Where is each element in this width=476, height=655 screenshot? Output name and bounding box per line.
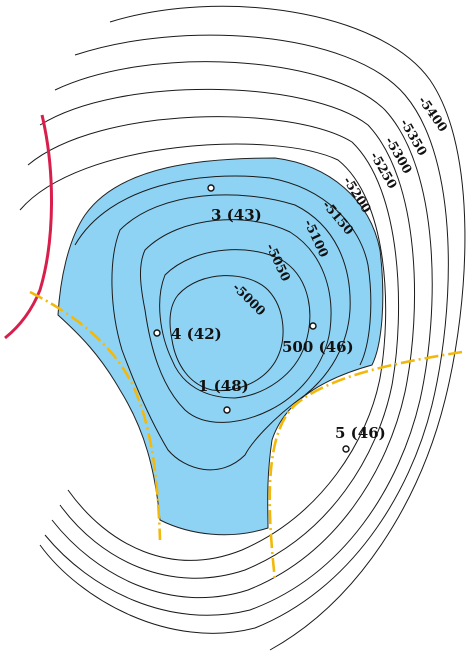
contour-line (159, 249, 311, 399)
fault-line-left (29, 290, 162, 541)
fault-line-right (268, 350, 463, 581)
contour-line (19, 143, 387, 561)
fault-line-red (4, 114, 53, 340)
outer-contours (19, 5, 466, 651)
well-marker (207, 184, 215, 192)
contour-line (44, 61, 433, 616)
contour-line (27, 116, 400, 579)
well-label: 1 (48) (198, 377, 249, 395)
well-label: 5 (46) (335, 424, 386, 442)
contour-line (169, 275, 284, 392)
contour-line (74, 175, 372, 366)
pool-area (57, 157, 384, 536)
well-marker (153, 329, 161, 337)
well-label: 4 (42) (171, 325, 222, 343)
well-marker (309, 322, 317, 330)
contour-label: -5400 (416, 93, 451, 135)
contour-line (140, 219, 332, 423)
well-marker (223, 406, 231, 414)
contour-line (39, 34, 449, 634)
contour-line (111, 194, 351, 471)
contour-line (39, 88, 416, 599)
contour-line (109, 5, 466, 651)
inner-contours (74, 175, 372, 471)
well-marker (342, 445, 350, 453)
wells: 1 (48) 3 (43) 4 (42) 500 (46) 5 (46) (153, 184, 386, 453)
well-label: 3 (43) (211, 206, 262, 224)
well-label: 500 (46) (282, 338, 354, 356)
